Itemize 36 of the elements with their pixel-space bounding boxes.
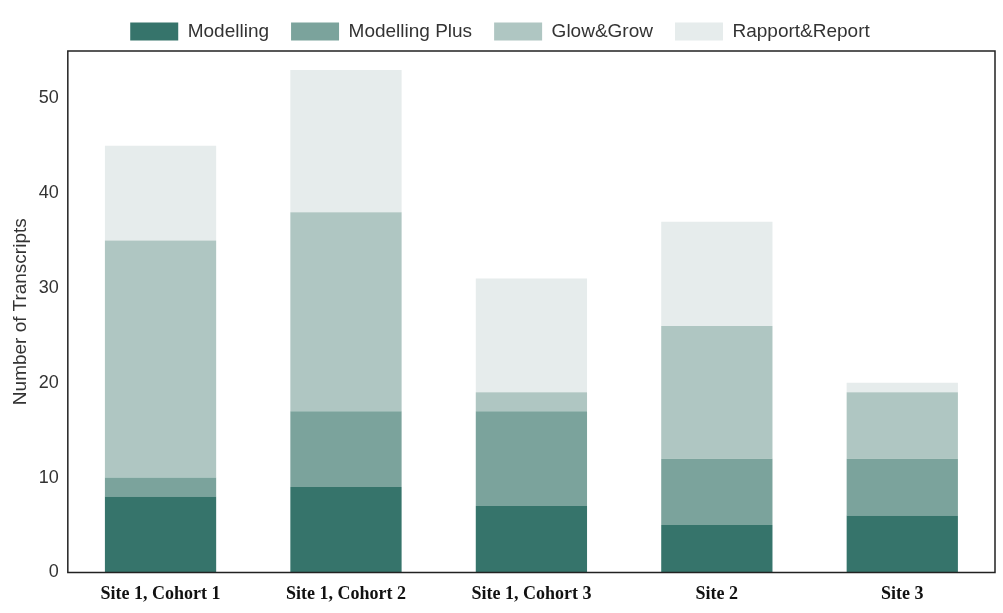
legend-label: Glow&Grow xyxy=(551,19,654,41)
bar xyxy=(290,487,402,573)
x-tick-label: Site 2 xyxy=(695,582,739,603)
x-tick-label: Site 1, Cohort 2 xyxy=(285,582,406,603)
bar xyxy=(661,458,773,525)
bar xyxy=(290,69,402,213)
legend-label: Modelling Plus xyxy=(348,19,473,41)
y-tick-label: 50 xyxy=(38,87,59,108)
bar xyxy=(661,221,773,326)
x-tick-label: Site 1, Cohort 1 xyxy=(100,582,221,603)
bar xyxy=(846,515,958,573)
legend-label: Rapport&Report xyxy=(732,19,871,41)
bar xyxy=(661,325,773,459)
bar xyxy=(104,496,217,573)
bar xyxy=(475,392,588,412)
bar xyxy=(661,525,773,573)
y-tick-label: 20 xyxy=(38,371,59,392)
bar xyxy=(104,477,217,497)
bar xyxy=(475,278,588,393)
bar xyxy=(290,212,402,412)
legend-label: Modelling xyxy=(187,19,270,41)
bar xyxy=(846,382,958,393)
bar xyxy=(846,392,958,459)
y-tick-label: 30 xyxy=(38,276,59,297)
bar xyxy=(104,145,217,241)
y-tick-label: 0 xyxy=(48,561,59,582)
bar xyxy=(846,458,958,516)
bar xyxy=(475,506,588,573)
bar xyxy=(290,411,402,488)
bar xyxy=(104,240,217,478)
x-tick-label: Site 1, Cohort 3 xyxy=(471,582,592,603)
y-tick-label: 40 xyxy=(38,182,59,203)
y-axis-title: Number of Transcripts xyxy=(8,218,30,406)
bar xyxy=(475,411,588,507)
x-tick-label: Site 3 xyxy=(881,582,924,603)
y-tick-label: 10 xyxy=(38,466,59,487)
